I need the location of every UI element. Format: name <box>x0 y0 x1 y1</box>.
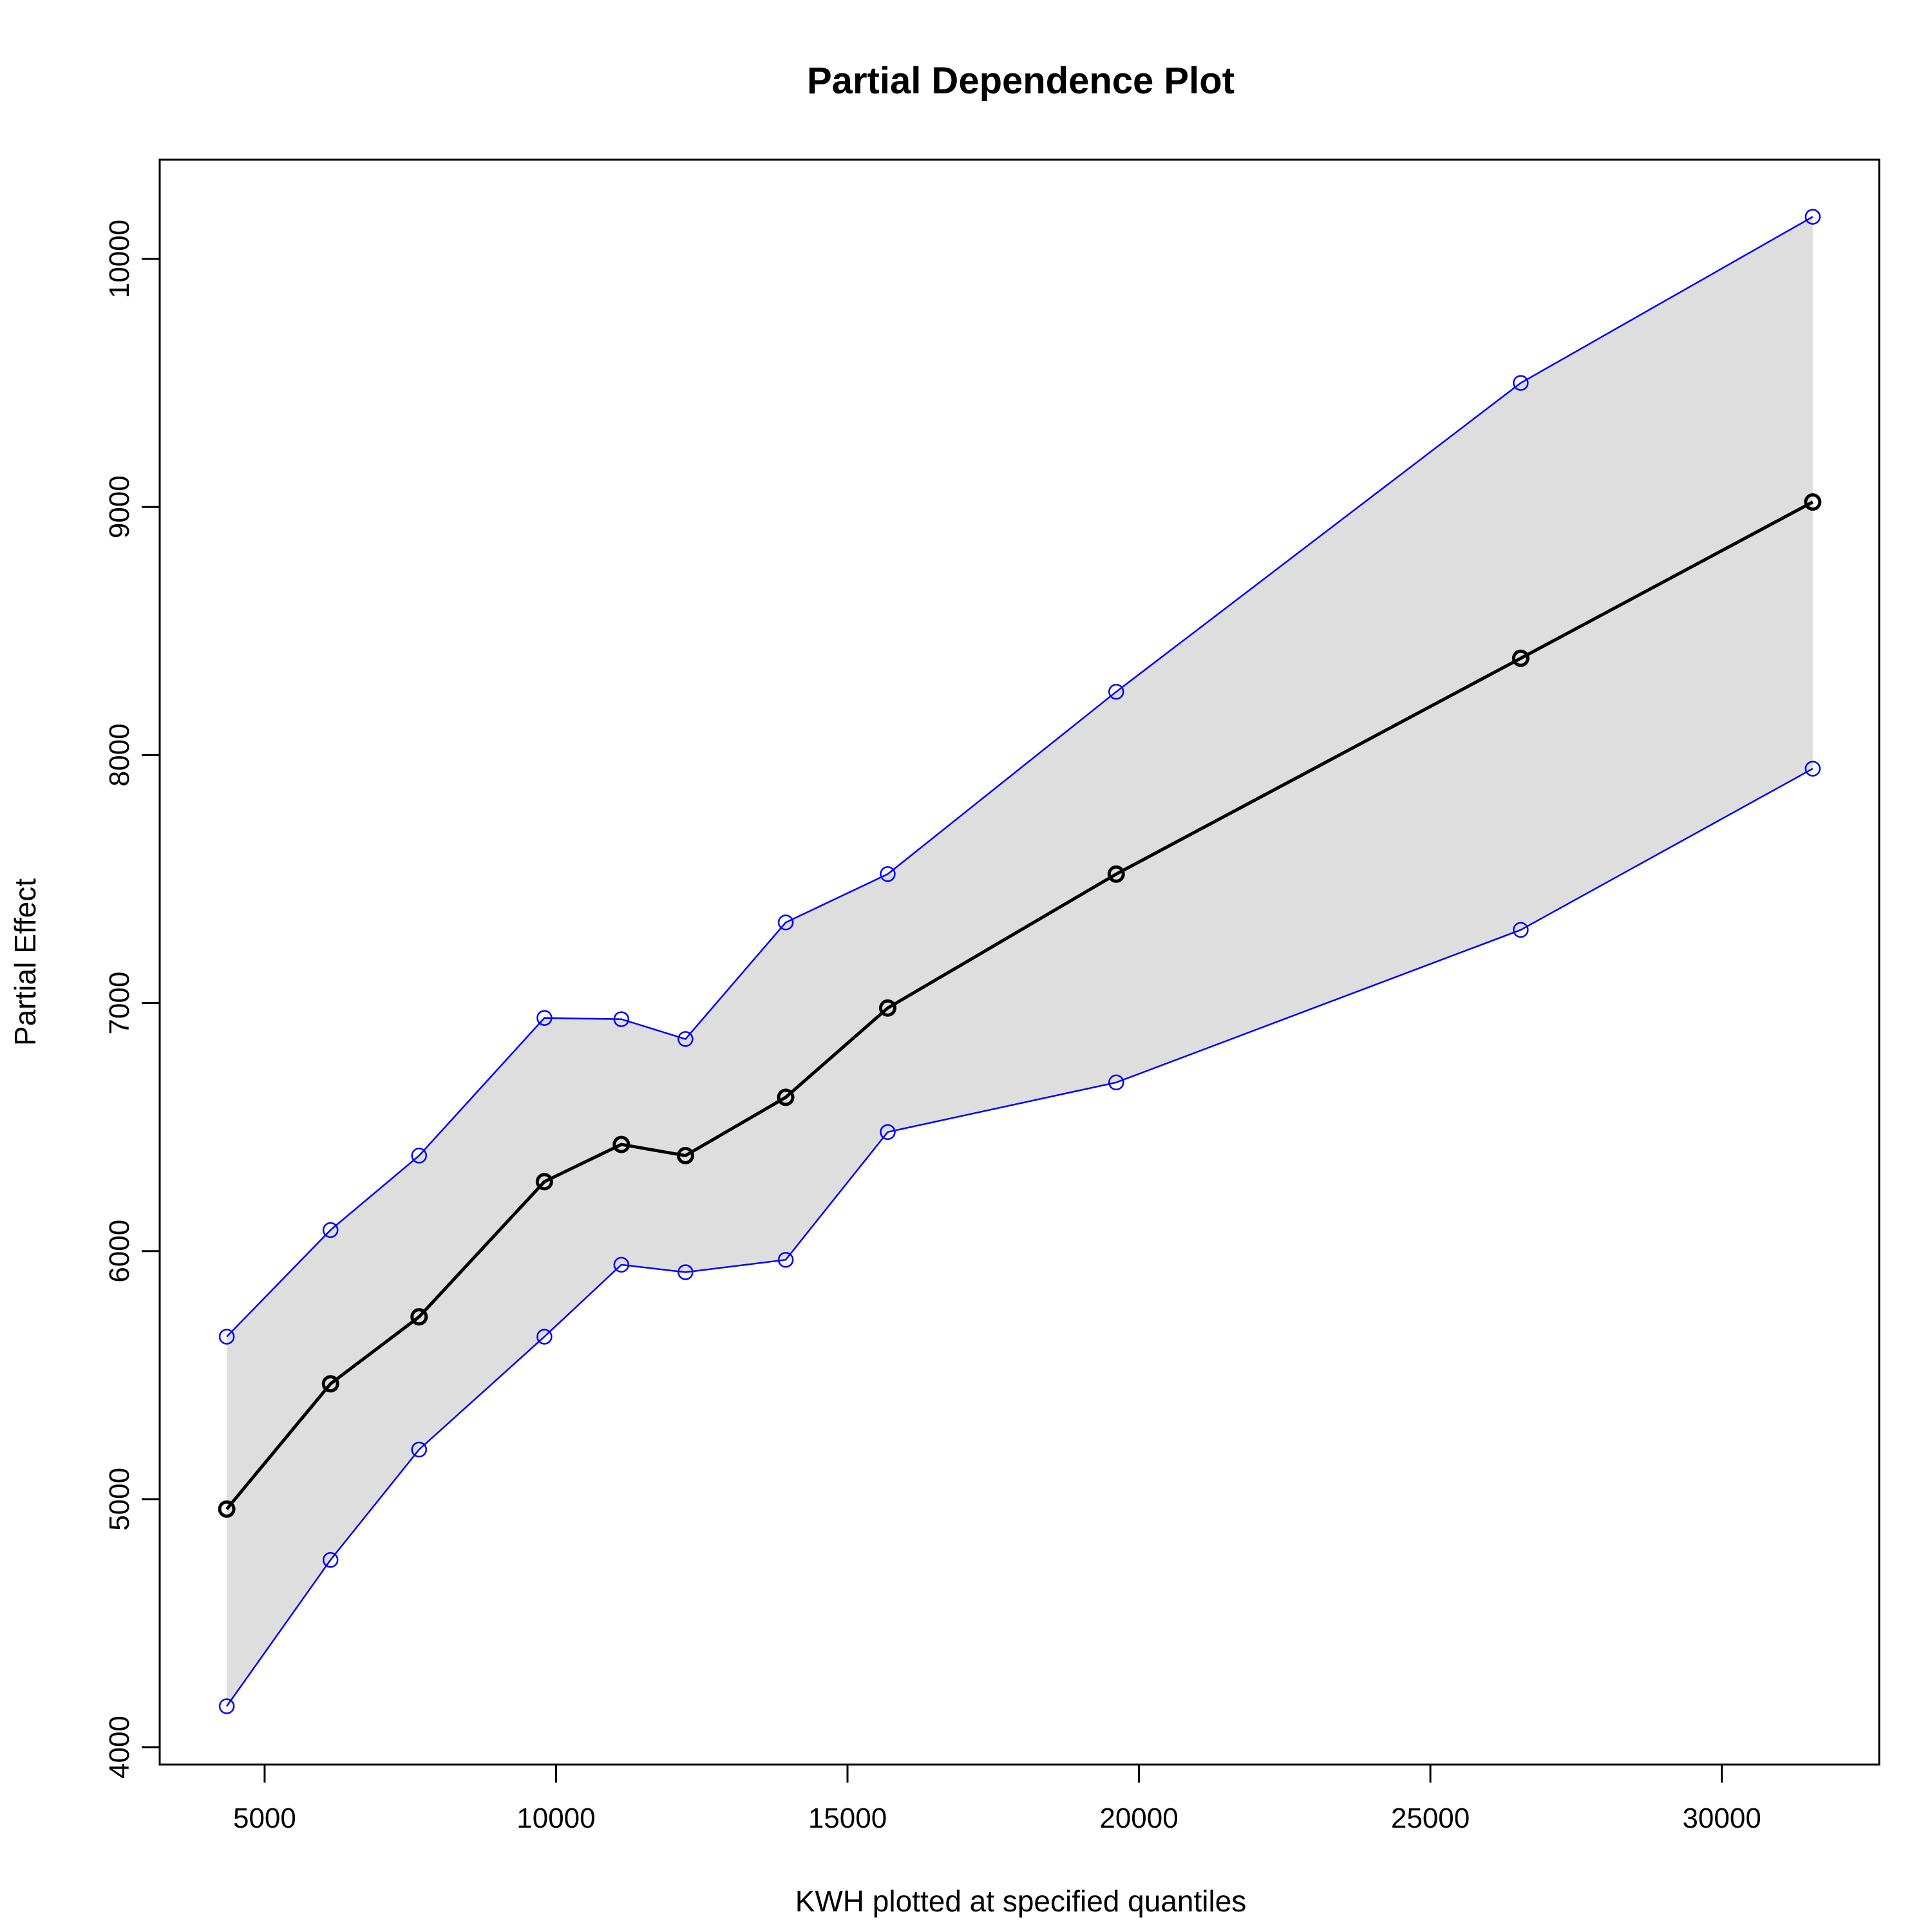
y-tick-label: 9000 <box>104 475 135 538</box>
y-tick-label: 6000 <box>104 1220 135 1283</box>
estimate-point <box>676 1146 694 1164</box>
upper-point <box>218 1329 235 1345</box>
y-tick-label: 5000 <box>104 1468 135 1531</box>
estimate-point <box>1107 865 1125 883</box>
upper-point <box>1513 375 1529 391</box>
upper-line <box>226 216 1814 1338</box>
x-tick-label: 10000 <box>516 1803 595 1834</box>
estimate-point <box>777 1088 795 1106</box>
y-axis-label: Partial Effect <box>8 878 42 1046</box>
y-tick-label: 7000 <box>104 972 135 1035</box>
upper-point <box>322 1222 339 1238</box>
upper-point <box>411 1148 428 1164</box>
lower-point <box>677 1264 694 1280</box>
x-tick-label: 30000 <box>1682 1803 1761 1834</box>
lower-line <box>226 768 1814 1707</box>
y-tick-label: 4000 <box>104 1716 135 1779</box>
upper-point <box>1804 209 1821 225</box>
lower-point <box>880 1124 896 1141</box>
upper-point <box>677 1031 694 1047</box>
confidence-band <box>227 216 1813 1707</box>
estimate-point <box>878 999 896 1017</box>
upper-point <box>613 1011 630 1027</box>
lower-point <box>777 1251 794 1268</box>
upper-point <box>880 866 896 882</box>
lower-point <box>1804 761 1821 777</box>
estimate-point <box>1804 493 1822 511</box>
x-tick-label: 20000 <box>1099 1803 1178 1834</box>
upper-point <box>536 1010 553 1026</box>
x-axis-label: KWH plotted at specified quantiles <box>795 1884 1247 1918</box>
y-tick-label: 10000 <box>104 220 135 298</box>
estimate-point <box>535 1173 553 1191</box>
estimate-point <box>321 1375 339 1393</box>
x-tick-label: 15000 <box>808 1803 887 1834</box>
estimate-point <box>218 1500 236 1518</box>
lower-point <box>536 1329 553 1345</box>
lower-point <box>613 1256 630 1273</box>
upper-point <box>777 914 794 931</box>
y-tick-label: 8000 <box>104 723 135 786</box>
lower-point <box>322 1551 339 1568</box>
estimate-point <box>612 1135 630 1153</box>
x-tick-label: 5000 <box>233 1803 296 1834</box>
lower-point <box>218 1698 235 1714</box>
estimate-point <box>1511 649 1530 667</box>
x-tick-label: 25000 <box>1391 1803 1470 1834</box>
lower-point <box>411 1441 428 1458</box>
lower-point <box>1108 1074 1124 1091</box>
estimate-line <box>225 500 1814 1510</box>
estimate-point <box>410 1308 428 1326</box>
upper-point <box>1108 683 1124 700</box>
chart-title: Partial Dependence Plot <box>807 60 1235 102</box>
lower-point <box>1513 922 1529 938</box>
